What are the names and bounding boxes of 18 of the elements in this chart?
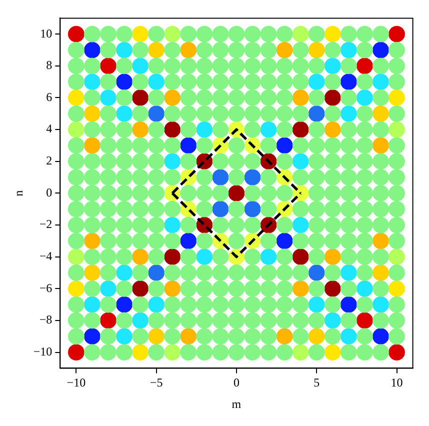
- y-axis-title: n: [11, 190, 26, 196]
- y-tick-label: −2: [39, 217, 52, 232]
- x-axis-title: m: [232, 396, 242, 411]
- y-tick-label: −6: [39, 280, 52, 295]
- x-tick-label: 10: [390, 376, 403, 390]
- y-tick-label: 2: [46, 154, 52, 168]
- y-tick-label: 4: [46, 122, 52, 136]
- x-tick-label: 5: [314, 376, 320, 390]
- x-tick-label: 0: [233, 376, 240, 390]
- y-tick-label: 0: [46, 185, 52, 200]
- y-tick-label: 10: [40, 26, 52, 40]
- y-tick-label: −8: [39, 312, 52, 327]
- y-tick-label: 6: [46, 90, 52, 104]
- y-tick-label: −4: [39, 248, 52, 263]
- x-tick-label: −10: [66, 376, 86, 390]
- y-tick-label: 8: [46, 58, 52, 72]
- y-tick-label: −10: [33, 344, 52, 358]
- x-tick-label: −5: [150, 376, 163, 390]
